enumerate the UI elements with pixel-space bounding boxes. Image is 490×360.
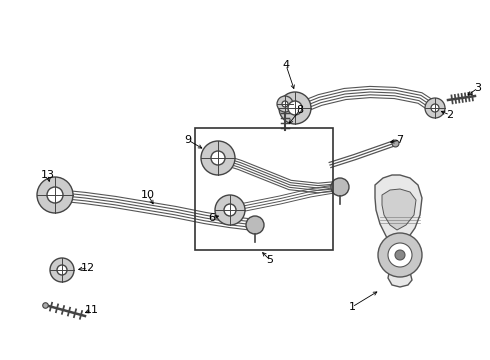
Polygon shape: [375, 175, 422, 287]
Circle shape: [277, 96, 293, 112]
Circle shape: [388, 243, 412, 267]
Text: 2: 2: [446, 110, 454, 120]
Circle shape: [215, 195, 245, 225]
Circle shape: [50, 258, 74, 282]
Circle shape: [282, 101, 288, 107]
Text: 7: 7: [396, 135, 404, 145]
Text: 9: 9: [184, 135, 192, 145]
Text: 1: 1: [348, 302, 356, 312]
Text: 3: 3: [474, 83, 482, 93]
Circle shape: [224, 204, 236, 216]
Text: 13: 13: [41, 170, 55, 180]
Circle shape: [395, 250, 405, 260]
Text: 5: 5: [267, 255, 273, 265]
Text: 8: 8: [296, 105, 304, 115]
Circle shape: [431, 104, 439, 112]
Circle shape: [246, 216, 264, 234]
Circle shape: [37, 177, 73, 213]
Circle shape: [288, 101, 302, 115]
Circle shape: [331, 178, 349, 196]
Circle shape: [57, 265, 67, 275]
Polygon shape: [382, 189, 416, 230]
Circle shape: [378, 233, 422, 277]
Circle shape: [279, 92, 311, 124]
Text: 6: 6: [209, 213, 216, 223]
Circle shape: [47, 187, 63, 203]
Text: 10: 10: [141, 190, 155, 200]
Text: 12: 12: [81, 263, 95, 273]
Circle shape: [201, 141, 235, 175]
Circle shape: [211, 151, 225, 165]
Text: 11: 11: [85, 305, 99, 315]
Circle shape: [425, 98, 445, 118]
Bar: [195, 128, 333, 250]
Text: 4: 4: [282, 60, 290, 70]
